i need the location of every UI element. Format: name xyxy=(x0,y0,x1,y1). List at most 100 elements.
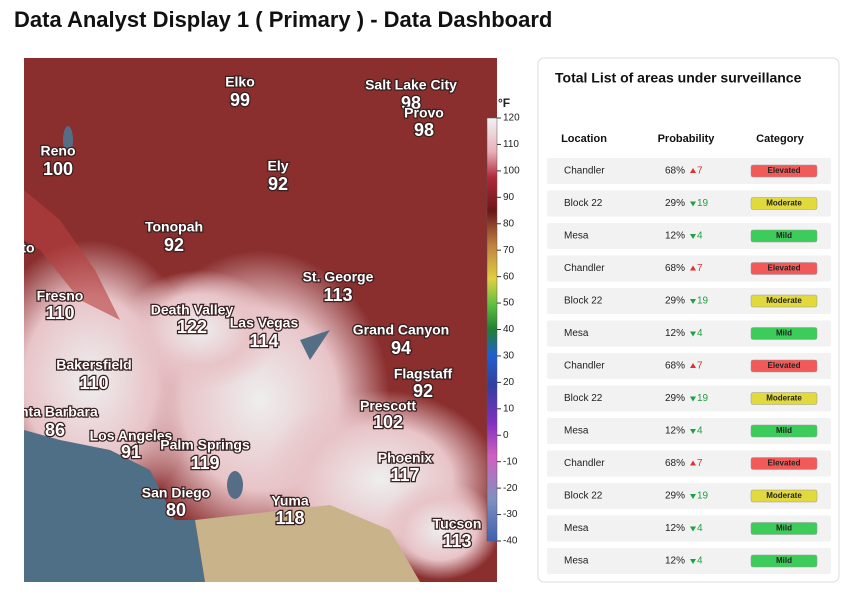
table-row xyxy=(547,353,831,379)
trend-arrow xyxy=(690,396,696,402)
column-header: Category xyxy=(756,133,805,145)
category-badge xyxy=(750,294,818,308)
probability: 68% xyxy=(665,361,685,372)
change: 7 xyxy=(697,361,703,372)
trend-arrow xyxy=(690,265,696,271)
city-temp: 118 xyxy=(275,508,304,528)
location: Mesa xyxy=(564,556,589,567)
city-temp: 92 xyxy=(413,381,433,401)
category-badge xyxy=(750,262,818,275)
location: Chandler xyxy=(564,166,605,177)
probability: 12% xyxy=(665,556,685,567)
city-temp: 99 xyxy=(230,90,250,110)
change: 19 xyxy=(697,393,709,404)
category: Mild xyxy=(776,329,792,338)
legend-tick-label: 120 xyxy=(503,113,520,124)
legend-tick-label: 40 xyxy=(503,324,515,335)
change: 7 xyxy=(697,458,703,469)
probability: 12% xyxy=(665,523,685,534)
city-name: Elko xyxy=(225,74,255,90)
city-temp: 86 xyxy=(45,420,65,440)
city-name: to xyxy=(21,240,34,256)
city-name: Flagstaff xyxy=(394,366,453,382)
trend-arrow xyxy=(690,494,696,499)
change: 19 xyxy=(697,198,709,209)
city-name: Los Angeles xyxy=(90,428,173,444)
city-temp: 98 xyxy=(401,93,421,113)
legend-tick-label: 60 xyxy=(503,271,515,282)
trend-arrow xyxy=(690,234,696,239)
city-temp: 110 xyxy=(79,373,108,393)
city-temp: 110 xyxy=(45,303,74,323)
legend-unit: °F xyxy=(498,96,510,110)
category: Elevated xyxy=(768,459,801,468)
trend-arrow xyxy=(690,363,696,368)
city-name: Salt Lake City xyxy=(365,77,457,93)
city-name: Bakersfield xyxy=(56,357,131,373)
table-row xyxy=(547,548,831,574)
city-temp: 98 xyxy=(414,120,434,140)
category-badge xyxy=(750,327,818,340)
city-name: Reno xyxy=(41,143,76,159)
category: Mild xyxy=(776,524,792,533)
probability: 68% xyxy=(665,458,685,469)
city-temp: 122 xyxy=(177,317,207,337)
category: Mild xyxy=(776,231,792,240)
category-badge xyxy=(750,424,818,438)
change: 19 xyxy=(697,296,709,307)
category: Moderate xyxy=(766,394,802,403)
category: Elevated xyxy=(768,264,801,273)
legend-tick-label: 30 xyxy=(503,351,515,362)
city-name: Phoenix xyxy=(378,450,433,466)
table-row xyxy=(547,158,831,184)
city-temp: 113 xyxy=(442,531,471,551)
location: Block 22 xyxy=(564,491,603,502)
city-temp: 114 xyxy=(249,331,278,351)
category-badge xyxy=(750,457,818,470)
city-name: Ely xyxy=(267,158,288,174)
category: Mild xyxy=(776,556,792,565)
city-temp: 100 xyxy=(43,159,73,179)
city-name: Yuma xyxy=(271,493,309,509)
legend-tick-label: 70 xyxy=(503,245,515,256)
change: 4 xyxy=(697,426,703,437)
probability: 68% xyxy=(665,263,685,274)
city-name: Grand Canyon xyxy=(353,322,449,338)
change: 4 xyxy=(697,231,703,242)
probability: 29% xyxy=(665,491,685,502)
category: Moderate xyxy=(766,199,802,208)
city-name: anta Barbara xyxy=(12,404,98,420)
table-row xyxy=(547,320,831,347)
category-badge xyxy=(750,197,818,210)
legend-tick-label: 50 xyxy=(503,298,515,309)
probability: 29% xyxy=(665,296,685,307)
city-temp: 119 xyxy=(190,453,219,473)
change: 4 xyxy=(697,556,703,567)
category-badge xyxy=(750,392,818,405)
city-name: St. George xyxy=(303,269,374,285)
category: Moderate xyxy=(766,491,802,500)
table-row xyxy=(547,255,831,282)
trend-arrow xyxy=(690,460,696,466)
category-badge xyxy=(750,522,818,535)
trend-arrow xyxy=(690,299,696,304)
page-title: Data Analyst Display 1 ( Primary ) - Dat… xyxy=(14,7,552,32)
location: Mesa xyxy=(564,231,589,242)
category-badge xyxy=(750,359,818,373)
table-row xyxy=(547,223,831,249)
category: Elevated xyxy=(768,166,801,175)
legend-tick-label: 100 xyxy=(503,166,520,177)
trend-arrow xyxy=(690,331,696,337)
change: 4 xyxy=(697,328,703,339)
location: Chandler xyxy=(564,361,605,372)
legend-tick-label: 0 xyxy=(503,430,509,441)
location: Mesa xyxy=(564,426,589,437)
city-temp: 102 xyxy=(373,412,403,432)
panel-title: Total List of areas under surveillance xyxy=(555,70,802,86)
city-name: Palm Springs xyxy=(160,437,250,453)
probability: 12% xyxy=(665,231,685,242)
probability: 12% xyxy=(665,328,685,339)
table-row xyxy=(547,483,831,509)
city-name: Provo xyxy=(404,105,444,121)
